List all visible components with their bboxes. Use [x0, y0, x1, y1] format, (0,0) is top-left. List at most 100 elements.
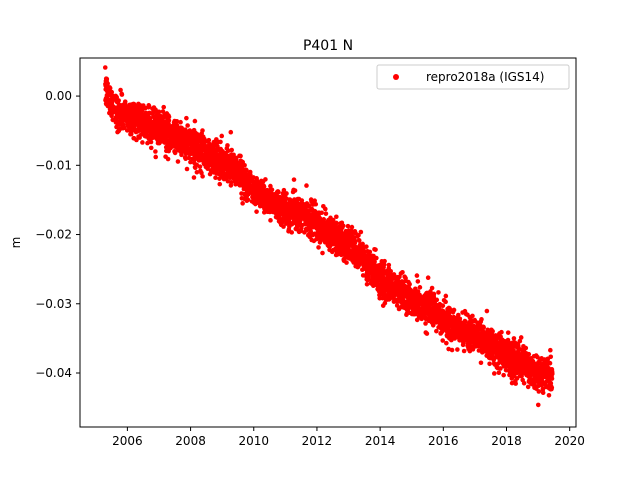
data-point — [518, 335, 524, 340]
data-point — [540, 390, 546, 395]
data-point — [523, 345, 529, 351]
data-point — [225, 143, 230, 148]
data-point — [513, 381, 518, 386]
data-point — [367, 249, 373, 255]
x-tick-label: 2018 — [491, 434, 522, 448]
data-point — [456, 312, 461, 318]
data-point — [306, 203, 312, 208]
legend-marker — [393, 74, 399, 80]
data-point — [535, 354, 540, 360]
data-point — [114, 94, 120, 100]
data-point — [519, 373, 524, 379]
x-tick-label: 2012 — [302, 434, 333, 448]
data-point — [443, 293, 449, 299]
x-tick-label: 2006 — [112, 434, 143, 448]
data-point — [387, 296, 393, 302]
data-point — [546, 392, 552, 398]
data-point — [517, 338, 523, 344]
data-point — [388, 268, 394, 274]
data-point — [451, 307, 457, 313]
data-point — [194, 169, 200, 175]
data-point — [382, 258, 387, 264]
data-point — [463, 319, 468, 324]
data-point — [498, 366, 503, 371]
data-point — [484, 308, 490, 314]
data-point — [321, 217, 327, 222]
data-point — [423, 321, 428, 326]
data-point — [478, 360, 484, 366]
data-point — [166, 114, 172, 120]
data-point — [415, 279, 421, 284]
data-point — [316, 245, 321, 250]
data-point — [160, 109, 166, 114]
data-point — [457, 316, 463, 322]
data-point — [289, 230, 295, 235]
data-point — [118, 87, 123, 93]
data-point — [281, 224, 286, 229]
data-point — [407, 281, 412, 287]
data-point — [443, 299, 448, 305]
data-point — [360, 241, 365, 247]
y-axis-ticks: 0.00 −0.01 −0.02 −0.03 −0.04 — [35, 89, 80, 380]
data-point — [470, 313, 475, 319]
data-point — [219, 133, 225, 139]
y-tick-label: −0.01 — [35, 158, 72, 172]
data-point — [356, 238, 362, 243]
data-point — [501, 372, 506, 378]
data-point — [444, 340, 449, 346]
x-tick-label: 2010 — [238, 434, 269, 448]
data-point — [496, 370, 502, 376]
data-point — [499, 329, 504, 335]
data-point — [153, 154, 159, 160]
data-point — [269, 187, 275, 192]
x-tick-label: 2020 — [554, 434, 585, 448]
data-point — [417, 285, 423, 290]
data-point — [434, 328, 439, 334]
data-point — [276, 189, 281, 195]
chart-title: P401 N — [303, 38, 353, 54]
y-tick-label: −0.03 — [35, 297, 72, 311]
data-point — [525, 384, 531, 390]
data-point — [206, 137, 212, 143]
data-point — [356, 233, 361, 238]
x-tick-label: 2008 — [175, 434, 206, 448]
data-point — [225, 148, 231, 153]
data-point — [491, 371, 497, 376]
data-point — [245, 197, 251, 203]
data-point — [344, 260, 349, 265]
data-point — [374, 255, 379, 261]
data-point — [377, 262, 383, 268]
x-axis-ticks: 2006 2008 2010 2012 2014 2016 2018 2020 — [112, 427, 585, 448]
data-point — [511, 336, 517, 341]
y-axis-label: m — [9, 237, 23, 249]
data-point — [549, 385, 555, 390]
data-point — [481, 325, 486, 330]
y-tick-label: 0.00 — [45, 89, 72, 103]
data-point — [345, 223, 351, 229]
data-point — [436, 290, 441, 295]
data-point — [200, 128, 205, 133]
data-point — [174, 118, 180, 124]
x-tick-label: 2014 — [365, 434, 396, 448]
data-point — [391, 272, 397, 277]
data-point — [461, 348, 467, 354]
data-point — [440, 338, 446, 343]
data-point — [228, 129, 234, 135]
data-point — [548, 347, 553, 353]
data-point — [319, 210, 324, 216]
data-point — [110, 97, 116, 103]
data-point — [479, 317, 484, 322]
data-point — [104, 76, 110, 82]
data-point — [197, 164, 203, 169]
data-point — [192, 118, 198, 124]
data-point — [540, 386, 546, 391]
data-point — [373, 247, 378, 252]
data-point — [244, 168, 249, 173]
points-layer — [102, 65, 555, 408]
legend: repro2018a (IGS14) — [376, 64, 570, 90]
data-point — [381, 262, 387, 267]
data-point — [175, 159, 181, 164]
data-point — [461, 340, 466, 346]
data-point — [291, 177, 297, 182]
